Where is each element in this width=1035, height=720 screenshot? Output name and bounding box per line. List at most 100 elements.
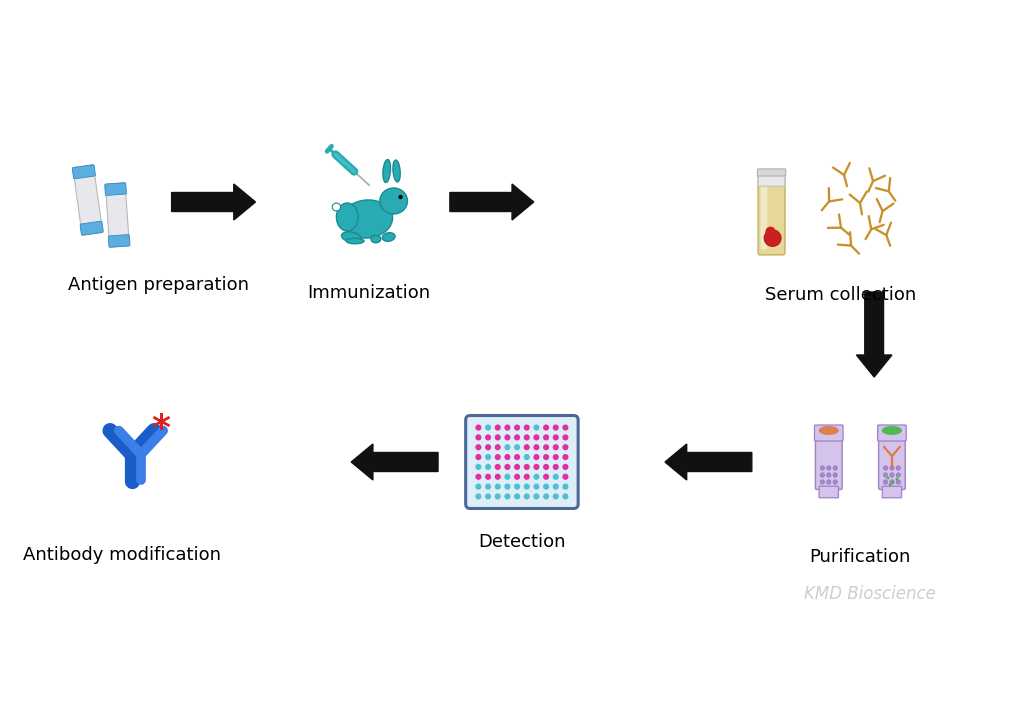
FancyBboxPatch shape [466, 415, 579, 508]
Circle shape [553, 425, 559, 431]
Circle shape [553, 434, 559, 441]
FancyBboxPatch shape [819, 486, 838, 498]
Ellipse shape [336, 203, 358, 231]
Circle shape [562, 474, 568, 480]
Circle shape [475, 454, 481, 460]
Text: Antibody modification: Antibody modification [24, 546, 221, 564]
Circle shape [495, 425, 501, 431]
Circle shape [890, 473, 894, 477]
Ellipse shape [882, 426, 901, 435]
FancyBboxPatch shape [759, 175, 785, 255]
Circle shape [543, 425, 550, 431]
Ellipse shape [393, 160, 401, 182]
FancyBboxPatch shape [106, 183, 129, 247]
FancyBboxPatch shape [72, 165, 95, 179]
Circle shape [504, 454, 510, 460]
Circle shape [543, 434, 550, 441]
Circle shape [896, 466, 900, 470]
FancyBboxPatch shape [882, 486, 901, 498]
Ellipse shape [766, 227, 775, 237]
Circle shape [495, 434, 501, 441]
Circle shape [524, 474, 530, 480]
Circle shape [891, 481, 894, 483]
Circle shape [475, 493, 481, 500]
FancyBboxPatch shape [815, 425, 844, 441]
Circle shape [475, 464, 481, 470]
Circle shape [495, 474, 501, 480]
Circle shape [514, 464, 521, 470]
Circle shape [485, 474, 492, 480]
Circle shape [833, 480, 837, 484]
Ellipse shape [347, 238, 364, 244]
Circle shape [504, 464, 510, 470]
Circle shape [533, 434, 539, 441]
Circle shape [475, 444, 481, 450]
Circle shape [533, 444, 539, 450]
Circle shape [896, 480, 900, 484]
FancyArrow shape [351, 444, 438, 480]
Circle shape [562, 444, 568, 450]
FancyArrow shape [172, 184, 256, 220]
Circle shape [533, 493, 539, 500]
Text: Detection: Detection [478, 533, 566, 551]
Circle shape [562, 434, 568, 441]
Circle shape [504, 425, 510, 431]
Circle shape [514, 444, 521, 450]
Circle shape [543, 454, 550, 460]
Circle shape [533, 474, 539, 480]
Ellipse shape [383, 160, 390, 182]
Circle shape [553, 444, 559, 450]
Circle shape [495, 493, 501, 500]
Text: KMD Bioscience: KMD Bioscience [804, 585, 936, 603]
Circle shape [896, 473, 900, 477]
Circle shape [889, 484, 891, 487]
Circle shape [514, 484, 521, 490]
Circle shape [495, 464, 501, 470]
Circle shape [553, 484, 559, 490]
FancyBboxPatch shape [879, 434, 906, 490]
Ellipse shape [382, 233, 395, 241]
Ellipse shape [332, 203, 341, 211]
FancyBboxPatch shape [109, 235, 130, 247]
Circle shape [533, 484, 539, 490]
Circle shape [524, 444, 530, 450]
Circle shape [504, 434, 510, 441]
Circle shape [524, 425, 530, 431]
Circle shape [895, 477, 898, 480]
Circle shape [514, 474, 521, 480]
Circle shape [833, 466, 837, 470]
Circle shape [562, 464, 568, 470]
Circle shape [553, 493, 559, 500]
FancyArrow shape [450, 184, 534, 220]
Circle shape [890, 480, 894, 484]
FancyBboxPatch shape [758, 169, 786, 176]
Circle shape [475, 425, 481, 431]
FancyBboxPatch shape [80, 221, 104, 235]
FancyBboxPatch shape [759, 172, 785, 186]
Text: Purification: Purification [809, 548, 911, 566]
Circle shape [485, 493, 492, 500]
Circle shape [883, 480, 888, 484]
Ellipse shape [342, 232, 361, 242]
Circle shape [543, 474, 550, 480]
FancyBboxPatch shape [105, 183, 126, 195]
Circle shape [485, 434, 492, 441]
Circle shape [533, 464, 539, 470]
Circle shape [827, 473, 831, 477]
Circle shape [827, 466, 831, 470]
Circle shape [514, 425, 521, 431]
Circle shape [533, 425, 539, 431]
Text: Immunization: Immunization [307, 284, 431, 302]
Text: Antigen preparation: Antigen preparation [68, 276, 249, 294]
Circle shape [833, 473, 837, 477]
Circle shape [553, 474, 559, 480]
FancyArrow shape [664, 444, 751, 480]
Circle shape [475, 484, 481, 490]
Circle shape [820, 480, 825, 484]
Circle shape [543, 493, 550, 500]
Ellipse shape [764, 230, 781, 246]
Circle shape [562, 425, 568, 431]
Circle shape [553, 464, 559, 470]
FancyBboxPatch shape [816, 434, 842, 490]
Circle shape [514, 454, 521, 460]
